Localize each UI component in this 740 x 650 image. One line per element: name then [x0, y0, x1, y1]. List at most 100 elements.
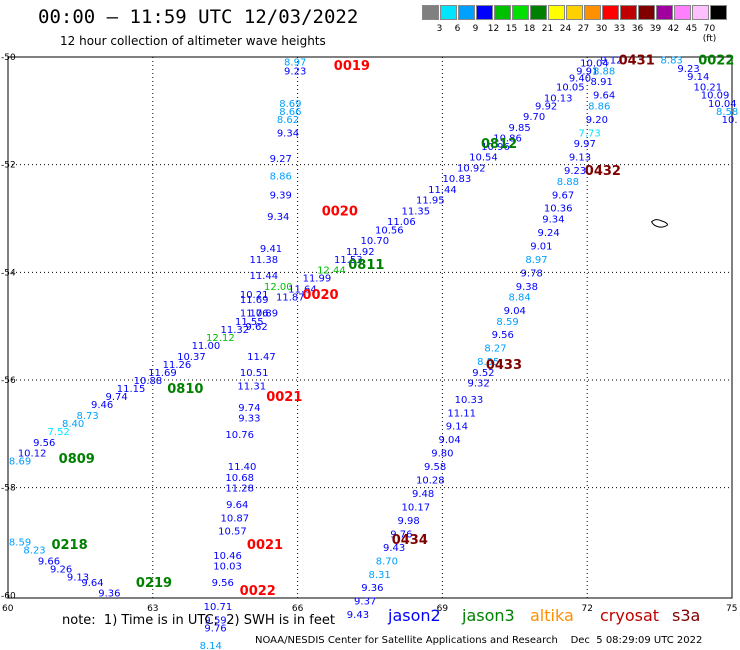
wave-height-value: 9.33 — [238, 414, 260, 425]
wave-height-value: 8.97 — [284, 57, 306, 68]
wave-height-value: 9.36 — [361, 583, 383, 594]
wave-height-value: 9.62 — [245, 322, 267, 333]
scale-swatch — [584, 5, 601, 20]
scale-swatch — [710, 5, 727, 20]
scale-swatch — [422, 5, 439, 20]
wave-height-value: 9.70 — [523, 112, 545, 123]
wave-height-value: 10.04 — [580, 58, 609, 69]
lon-label: 69 — [437, 604, 449, 614]
wave-height-value: 8.69 — [9, 457, 31, 468]
wave-height-value: 8.40 — [62, 419, 84, 430]
wave-height-value: 9.78 — [521, 268, 543, 279]
wave-height-value: 9.41 — [260, 244, 282, 255]
wave-height-value: 10.09 — [701, 91, 730, 102]
scale-label: 6 — [454, 24, 461, 34]
wave-height-value: 10.54 — [469, 153, 498, 164]
wave-height-value: 9.34 — [277, 128, 299, 139]
lon-label: 75 — [726, 604, 737, 614]
wave-height-value: 8.88 — [557, 177, 579, 188]
wave-height-value: 9.46 — [91, 400, 113, 411]
wave-height-value: 11.26 — [163, 360, 192, 371]
wave-height-value: 8.88 — [593, 66, 615, 77]
lat-label: -52 — [1, 161, 16, 171]
wave-height-value: 11.06 — [387, 217, 416, 228]
wave-height-value: 9.40 — [569, 73, 591, 84]
lon-label: 60 — [2, 604, 14, 614]
wave-height-value: 11.47 — [247, 352, 276, 363]
wave-height-value: 9.14 — [446, 422, 468, 433]
wave-height-value: 9.23 — [677, 64, 699, 75]
wave-height-value: 9.01 — [530, 241, 552, 252]
scale-swatch — [602, 5, 619, 20]
wave-height-value: 11.44 — [249, 271, 278, 282]
wave-height-value: 9.74 — [105, 392, 127, 403]
pass-time-label: 0810 — [167, 382, 203, 397]
wave-height-value: 11.64 — [288, 284, 317, 295]
wave-height-value: 8.55 — [477, 357, 499, 368]
footer-note: note: 1) Time is in UTC; 2) SWH is in fe… — [62, 613, 335, 628]
wave-height-value: 8.83 — [661, 56, 683, 67]
wave-height-value: 11.69 — [148, 368, 177, 379]
pass-time-label: 0218 — [51, 538, 87, 553]
pass-time-label: 0022 — [698, 54, 734, 69]
wave-height-value: 11.55 — [235, 317, 264, 328]
wave-height-value: 8.59 — [9, 537, 31, 548]
scale-label: 27 — [577, 24, 590, 34]
island-outline — [650, 219, 669, 228]
wave-height-value: 9.91 — [576, 66, 598, 77]
wave-height-value: 11.95 — [416, 196, 445, 207]
wave-height-value: 10.68 — [225, 473, 254, 484]
pass-time-label: 0432 — [585, 164, 621, 179]
scale-label: 3 — [436, 24, 443, 34]
wave-height-value: 10.13 — [544, 93, 573, 104]
wave-height-value: 8.73 — [77, 411, 99, 422]
pass-time-label: 0812 — [481, 137, 517, 152]
wave-height-value: 8.62 — [277, 115, 299, 126]
wave-height-value: 9.20 — [586, 115, 608, 126]
scale-swatch — [692, 5, 709, 20]
wave-height-value: 9.76 — [204, 624, 226, 635]
wave-height-value: 11.11 — [447, 408, 476, 419]
lon-label: 66 — [292, 604, 304, 614]
wave-height-value: 8.66 — [279, 107, 301, 118]
wave-height-value: 10. — [722, 115, 738, 126]
wave-height-value: 11.92 — [346, 247, 375, 258]
scale-label: 36 — [631, 24, 644, 34]
wave-height-value: 9.43 — [383, 543, 405, 554]
lon-label: 63 — [147, 604, 158, 614]
lat-label: -50 — [1, 53, 16, 63]
wave-height-value: 10.96 — [481, 142, 510, 153]
wave-height-value: 11.31 — [237, 381, 266, 392]
scale-label: 70 (ft) — [702, 24, 717, 44]
wave-height-value: 12.00 — [264, 282, 293, 293]
wave-height-value: 9.74 — [238, 403, 260, 414]
wave-height-value: 9.12 — [600, 56, 622, 67]
wave-height-value: 8.27 — [484, 344, 506, 355]
wave-height-value: 9.34 — [267, 212, 289, 223]
wave-height-value: 9.26 — [50, 564, 72, 575]
scale-label: 39 — [649, 24, 662, 34]
wave-height-value: 10.57 — [218, 527, 247, 538]
wave-height-value: 8.97 — [525, 255, 547, 266]
pass-time-label: 0219 — [136, 576, 172, 591]
wave-height-value: 9.48 — [412, 489, 434, 500]
pass-time-label: 0809 — [59, 452, 95, 467]
wave-height-value: 9.13 — [67, 572, 89, 583]
pass-time-label: 0020 — [322, 204, 358, 219]
wave-height-value: 9.64 — [226, 500, 248, 511]
sat-label-jason3: jason3 — [462, 606, 515, 625]
wave-height-value: 11.99 — [303, 274, 332, 285]
wave-height-value: 10.12 — [18, 449, 47, 460]
wave-height-value: 8.86 — [588, 101, 610, 112]
wave-height-value: 9.85 — [508, 123, 530, 134]
wave-height-value: 9.76 — [390, 529, 412, 540]
scale-label: 21 — [541, 24, 554, 34]
wave-height-value: 11.53 — [334, 255, 363, 266]
credit-line: NOAA/NESDIS Center for Satellite Applica… — [255, 635, 703, 646]
scale-swatch — [638, 5, 655, 20]
wave-height-value: 9.24 — [537, 228, 559, 239]
scale-swatch — [512, 5, 529, 20]
scale-label: 42 — [667, 24, 680, 34]
pass-time-label: 0019 — [334, 59, 370, 74]
